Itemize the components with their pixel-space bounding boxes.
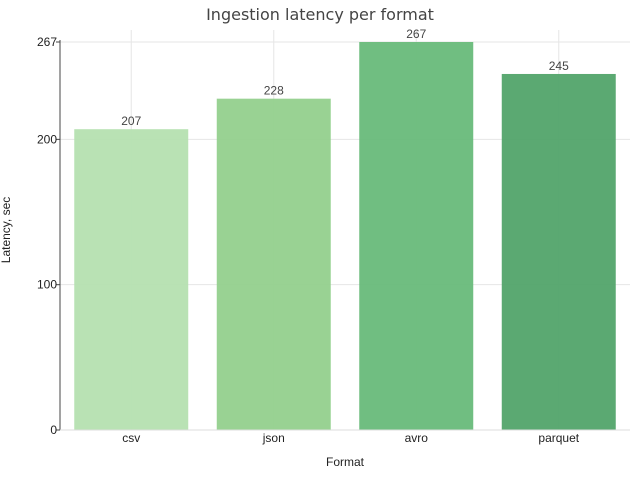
bars-layer — [74, 42, 616, 431]
y-tick-label: 100 — [37, 278, 57, 292]
x-axis-title: Format — [326, 455, 365, 469]
data-label-csv: 207 — [121, 114, 141, 128]
x-tick-label-avro: avro — [405, 431, 429, 445]
bar-parquet[interactable] — [501, 73, 616, 431]
bar-csv[interactable] — [74, 129, 189, 430]
y-tick-label: 267 — [37, 35, 57, 49]
y-ticks-layer: 0 100 200 267 — [37, 35, 60, 437]
x-ticks-layer: csv json avro parquet — [122, 431, 580, 445]
data-label-avro: 267 — [406, 27, 426, 41]
data-label-parquet: 245 — [549, 59, 569, 73]
chart-title: Ingestion latency per format — [206, 5, 434, 24]
bar-json[interactable] — [216, 98, 331, 430]
x-tick-label-json: json — [262, 431, 285, 445]
y-tick-label: 0 — [50, 423, 57, 437]
bar-avro[interactable] — [359, 42, 474, 430]
data-label-json: 228 — [264, 84, 284, 98]
y-axis-title: Latency, sec — [0, 197, 13, 263]
x-tick-label-parquet: parquet — [538, 431, 579, 445]
x-tick-label-csv: csv — [122, 431, 140, 445]
data-labels-layer: 207 228 267 245 — [121, 27, 569, 128]
y-tick-label: 200 — [37, 132, 57, 146]
